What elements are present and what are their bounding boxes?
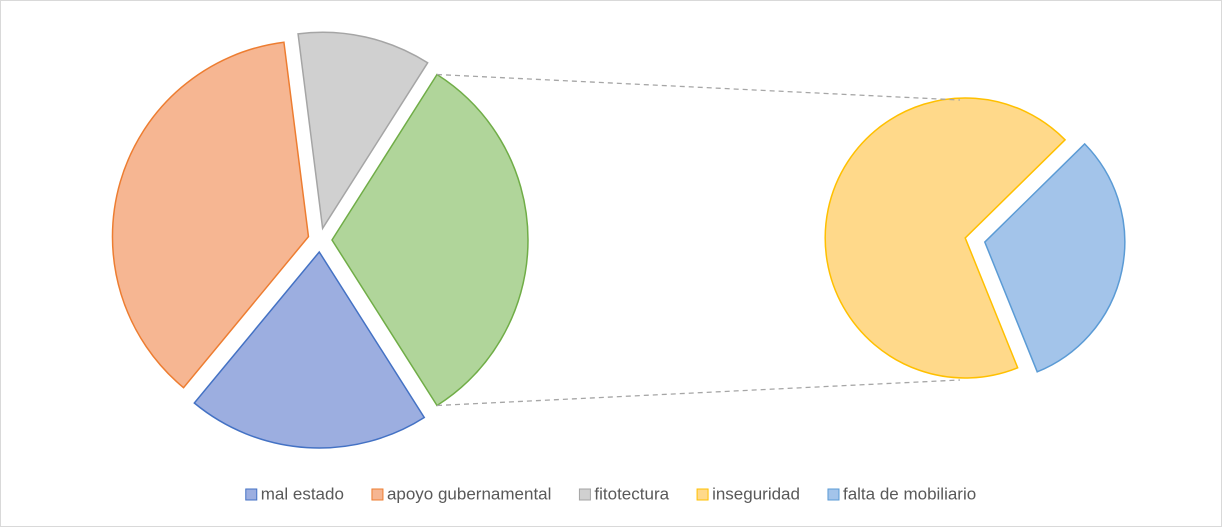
- connector: [436, 73, 961, 101]
- other-slice: [331, 73, 529, 407]
- connector: [436, 379, 961, 407]
- pie-slice: [824, 97, 1067, 379]
- legend-swatch: [827, 488, 840, 501]
- legend-swatch: [578, 488, 591, 501]
- legend-label: mal estado: [261, 484, 344, 503]
- legend-label: fitotectura: [594, 484, 669, 503]
- legend-swatch: [371, 488, 384, 501]
- pie-slice: [983, 142, 1126, 373]
- legend-swatch: [696, 488, 709, 501]
- legend-label: apoyo gubernamental: [387, 484, 551, 503]
- legend-swatch: [245, 488, 258, 501]
- pie-slice: [297, 31, 429, 231]
- pie-slice: [193, 250, 426, 449]
- legend-label: inseguridad: [712, 484, 800, 503]
- legend-label: falta de mobiliario: [843, 484, 976, 503]
- pie-slice: [111, 41, 310, 389]
